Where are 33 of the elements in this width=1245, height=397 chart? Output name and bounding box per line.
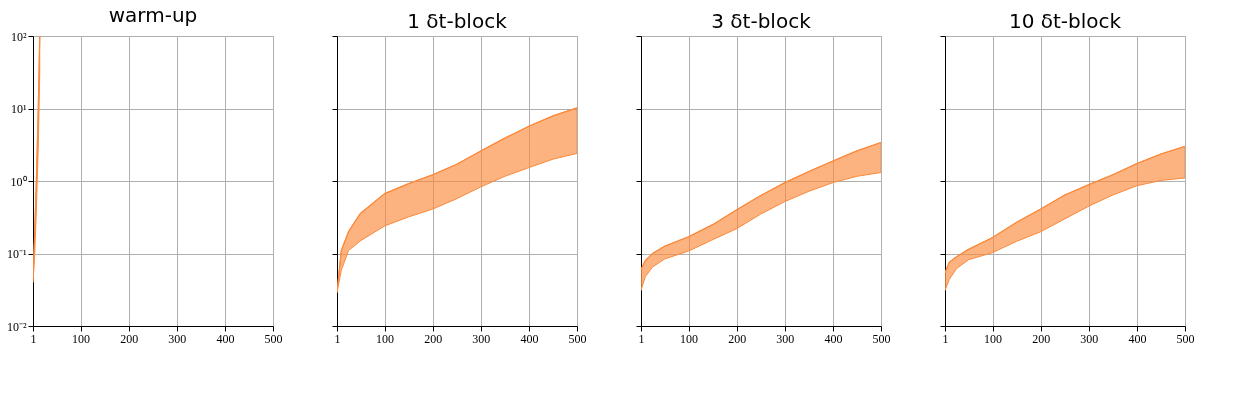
x-tick-label: 200	[120, 331, 139, 346]
x-tick-label: 100	[376, 331, 395, 346]
x-tick-label: 100	[680, 331, 699, 346]
x-tick-label: 400	[520, 331, 539, 346]
x-tick-label: 400	[1128, 331, 1147, 346]
x-tick-label: 1	[638, 331, 645, 346]
chart-title: 3 δt-block	[711, 8, 812, 33]
x-tick-label: 300	[1080, 331, 1099, 346]
x-tick-label: 500	[872, 331, 891, 346]
y-tick-label: 10⁰	[10, 174, 27, 189]
x-tick-label: 1	[30, 331, 37, 346]
y-tick-label: 10¹	[10, 102, 27, 116]
x-tick-label: 200	[424, 331, 443, 346]
x-tick-label: 200	[1032, 331, 1051, 346]
x-tick-label: 300	[168, 331, 187, 346]
x-tick-label: 400	[824, 331, 843, 346]
x-tick-label: 500	[1176, 331, 1195, 346]
x-tick-label: 1	[334, 331, 341, 346]
x-tick-label: 500	[264, 331, 283, 346]
y-tick-label: 10⁻¹	[6, 247, 27, 261]
x-tick-label: 300	[776, 331, 795, 346]
x-tick-label: 100	[984, 331, 1003, 346]
x-tick-label: 400	[216, 331, 235, 346]
chart-title: 1 δt-block	[407, 8, 508, 33]
chart-title: warm-up	[108, 3, 198, 27]
x-tick-label: 1	[942, 331, 949, 346]
chart-title: 10 δt-block	[1008, 8, 1122, 33]
x-tick-label: 200	[728, 331, 747, 346]
y-tick-label: 10⁻²	[6, 319, 27, 334]
x-tick-label: 300	[472, 331, 491, 346]
x-tick-label: 100	[72, 331, 91, 346]
y-tick-label: 10²	[10, 29, 27, 44]
x-tick-label: 500	[568, 331, 587, 346]
